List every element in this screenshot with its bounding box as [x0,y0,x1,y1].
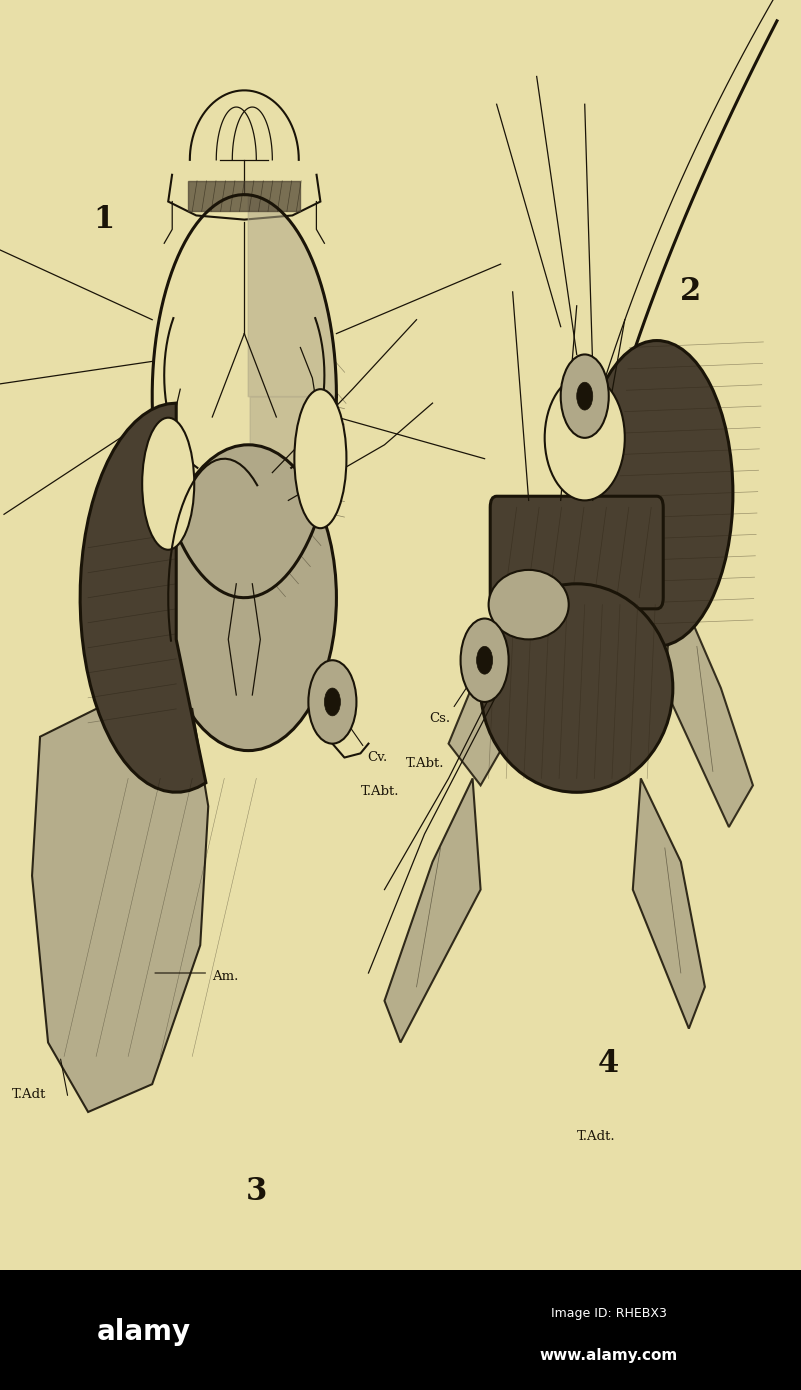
Text: Cv.: Cv. [367,751,387,763]
Polygon shape [665,577,753,827]
Bar [0,1270,801,1390]
Polygon shape [80,403,206,792]
Text: www.alamy.com: www.alamy.com [540,1348,678,1362]
Polygon shape [188,181,300,211]
Ellipse shape [545,375,625,500]
Text: 4: 4 [598,1048,619,1079]
Ellipse shape [295,389,347,528]
Ellipse shape [489,570,569,639]
Ellipse shape [160,445,336,751]
Circle shape [477,646,493,674]
Circle shape [324,688,340,716]
Circle shape [461,619,509,702]
FancyBboxPatch shape [490,496,663,609]
Polygon shape [633,778,705,1029]
Polygon shape [32,709,208,1112]
Text: Image ID: RHEBX3: Image ID: RHEBX3 [551,1307,666,1320]
Text: 2: 2 [680,277,701,307]
Text: T.Abt.: T.Abt. [406,758,445,770]
Text: T.Abt.: T.Abt. [360,785,399,798]
Polygon shape [384,778,481,1042]
Circle shape [577,382,593,410]
Circle shape [561,354,609,438]
Text: 3: 3 [246,1176,267,1207]
Polygon shape [449,549,561,785]
Circle shape [308,660,356,744]
Text: 1: 1 [94,204,115,235]
Ellipse shape [581,341,733,646]
Text: alamy: alamy [97,1318,191,1346]
Ellipse shape [481,584,673,792]
Text: T.Adt.: T.Adt. [577,1130,615,1143]
Text: Am.: Am. [212,970,239,983]
Text: Cs.: Cs. [429,712,450,724]
Text: T.Adt: T.Adt [12,1088,46,1101]
Ellipse shape [143,418,195,550]
